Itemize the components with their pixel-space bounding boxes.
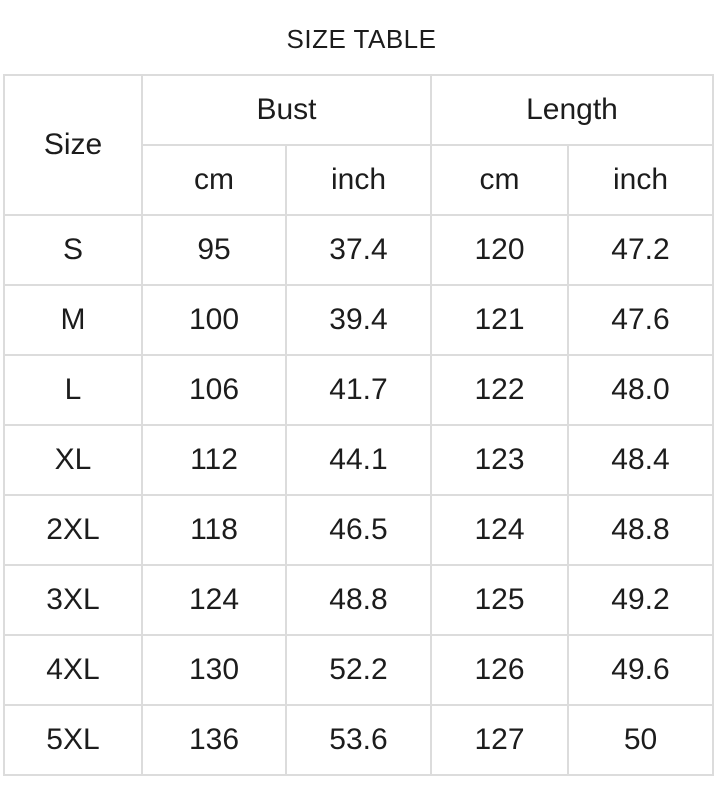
table-row: 4XL 130 52.2 126 49.6 — [3, 634, 714, 706]
table-row: M 100 39.4 121 47.6 — [3, 284, 714, 356]
cell-length-inch: 48.4 — [567, 424, 714, 496]
size-table: Size Bust Length cm inch cm inch S 95 37.4… — [3, 74, 714, 776]
table-row: XL 112 44.1 123 48.4 — [3, 424, 714, 496]
cell-bust-inch: 44.1 — [285, 424, 432, 496]
cell-bust-inch: 46.5 — [285, 494, 432, 566]
header-row-groups: Size Bust Length — [3, 74, 714, 216]
cell-size: L — [3, 354, 143, 426]
cell-bust-inch: 39.4 — [285, 284, 432, 356]
cell-length-inch: 47.2 — [567, 214, 714, 286]
cell-length-cm: 127 — [430, 704, 569, 776]
cell-length-cm: 123 — [430, 424, 569, 496]
cell-length-cm: 121 — [430, 284, 569, 356]
cell-bust-cm: 100 — [141, 284, 287, 356]
table-row: 2XL 118 46.5 124 48.8 — [3, 494, 714, 566]
cell-length-inch: 48.8 — [567, 494, 714, 566]
header-unit: inch — [567, 144, 714, 216]
cell-bust-inch: 48.8 — [285, 564, 432, 636]
table-row: 3XL 124 48.8 125 49.2 — [3, 564, 714, 636]
table-row: S 95 37.4 120 47.2 — [3, 214, 714, 286]
header-size: Size — [3, 74, 143, 216]
cell-length-cm: 126 — [430, 634, 569, 706]
cell-length-cm: 124 — [430, 494, 569, 566]
table-row: 5XL 136 53.6 127 50 — [3, 704, 714, 776]
cell-size: 4XL — [3, 634, 143, 706]
cell-bust-inch: 53.6 — [285, 704, 432, 776]
cell-length-cm: 122 — [430, 354, 569, 426]
cell-size: 2XL — [3, 494, 143, 566]
cell-bust-cm: 95 — [141, 214, 287, 286]
cell-bust-inch: 37.4 — [285, 214, 432, 286]
cell-bust-cm: 130 — [141, 634, 287, 706]
cell-size: 3XL — [3, 564, 143, 636]
cell-length-cm: 125 — [430, 564, 569, 636]
cell-bust-cm: 118 — [141, 494, 287, 566]
cell-bust-cm: 106 — [141, 354, 287, 426]
cell-size: M — [3, 284, 143, 356]
page-title: SIZE TABLE — [286, 24, 437, 54]
cell-length-inch: 49.2 — [567, 564, 714, 636]
cell-bust-cm: 124 — [141, 564, 287, 636]
table-row: L 106 41.7 122 48.0 — [3, 354, 714, 426]
cell-length-inch: 50 — [567, 704, 714, 776]
cell-length-cm: 120 — [430, 214, 569, 286]
cell-length-inch: 48.0 — [567, 354, 714, 426]
header-unit: cm — [141, 144, 287, 216]
cell-bust-cm: 112 — [141, 424, 287, 496]
cell-length-inch: 49.6 — [567, 634, 714, 706]
header-unit: cm — [430, 144, 569, 216]
cell-bust-inch: 52.2 — [285, 634, 432, 706]
header-row-units: cm inch cm inch — [4, 144, 714, 216]
header-length: Length — [430, 74, 714, 146]
cell-size: S — [3, 214, 143, 286]
cell-size: XL — [3, 424, 143, 496]
cell-size: 5XL — [3, 704, 143, 776]
cell-bust-inch: 41.7 — [285, 354, 432, 426]
cell-bust-cm: 136 — [141, 704, 287, 776]
cell-length-inch: 47.6 — [567, 284, 714, 356]
header-unit: inch — [285, 144, 432, 216]
header-bust: Bust — [141, 74, 432, 146]
